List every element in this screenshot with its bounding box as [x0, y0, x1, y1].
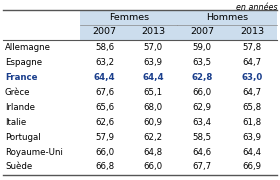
Text: Irlande: Irlande [5, 103, 35, 112]
Text: Hommes: Hommes [206, 13, 248, 22]
Text: 62,6: 62,6 [95, 118, 114, 127]
Text: 62,8: 62,8 [192, 73, 213, 82]
Text: 65,1: 65,1 [143, 88, 162, 97]
Text: Suède: Suède [5, 163, 32, 172]
Text: 64,6: 64,6 [193, 148, 212, 157]
Text: 64,4: 64,4 [94, 73, 115, 82]
Text: 62,9: 62,9 [193, 103, 212, 112]
Text: 64,8: 64,8 [143, 148, 162, 157]
Text: 63,9: 63,9 [243, 133, 262, 142]
Text: 67,6: 67,6 [95, 88, 114, 97]
Text: 65,8: 65,8 [242, 103, 262, 112]
Bar [80, 10, 177, 40]
Text: Allemagne: Allemagne [5, 43, 51, 52]
Text: 2007: 2007 [190, 27, 214, 36]
Text: Italie: Italie [5, 118, 26, 127]
Text: 64,7: 64,7 [242, 58, 262, 67]
Text: 64,4: 64,4 [242, 148, 262, 157]
Text: 66,0: 66,0 [193, 88, 212, 97]
Text: en années: en années [236, 3, 277, 12]
Text: Royaume-Uni: Royaume-Uni [5, 148, 63, 157]
Text: 2007: 2007 [92, 27, 116, 36]
Text: 57,0: 57,0 [143, 43, 162, 52]
Text: Femmes: Femmes [109, 13, 149, 22]
Text: 61,8: 61,8 [242, 118, 262, 127]
Text: 67,7: 67,7 [193, 163, 212, 172]
Text: 63,9: 63,9 [143, 58, 162, 67]
Text: Portugal: Portugal [5, 133, 41, 142]
Text: 63,5: 63,5 [193, 58, 212, 67]
Text: 60,9: 60,9 [143, 118, 162, 127]
Text: 58,5: 58,5 [193, 133, 212, 142]
Text: Espagne: Espagne [5, 58, 42, 67]
Text: Grèce: Grèce [5, 88, 31, 97]
Text: 66,9: 66,9 [243, 163, 262, 172]
Text: 2013: 2013 [141, 27, 165, 36]
Text: 66,0: 66,0 [143, 163, 162, 172]
Text: 66,0: 66,0 [95, 148, 114, 157]
Text: France: France [5, 73, 38, 82]
Text: 2013: 2013 [240, 27, 264, 36]
Text: 58,6: 58,6 [95, 43, 114, 52]
Text: 66,8: 66,8 [95, 163, 114, 172]
Text: 63,4: 63,4 [193, 118, 212, 127]
Text: 62,2: 62,2 [143, 133, 162, 142]
Text: 63,2: 63,2 [95, 58, 114, 67]
Bar [177, 10, 277, 40]
Text: 68,0: 68,0 [143, 103, 162, 112]
Text: 59,0: 59,0 [193, 43, 212, 52]
Text: 64,7: 64,7 [242, 88, 262, 97]
Text: 57,8: 57,8 [242, 43, 262, 52]
Text: 64,4: 64,4 [142, 73, 164, 82]
Text: 65,6: 65,6 [95, 103, 114, 112]
Text: 57,9: 57,9 [95, 133, 114, 142]
Text: 63,0: 63,0 [242, 73, 263, 82]
